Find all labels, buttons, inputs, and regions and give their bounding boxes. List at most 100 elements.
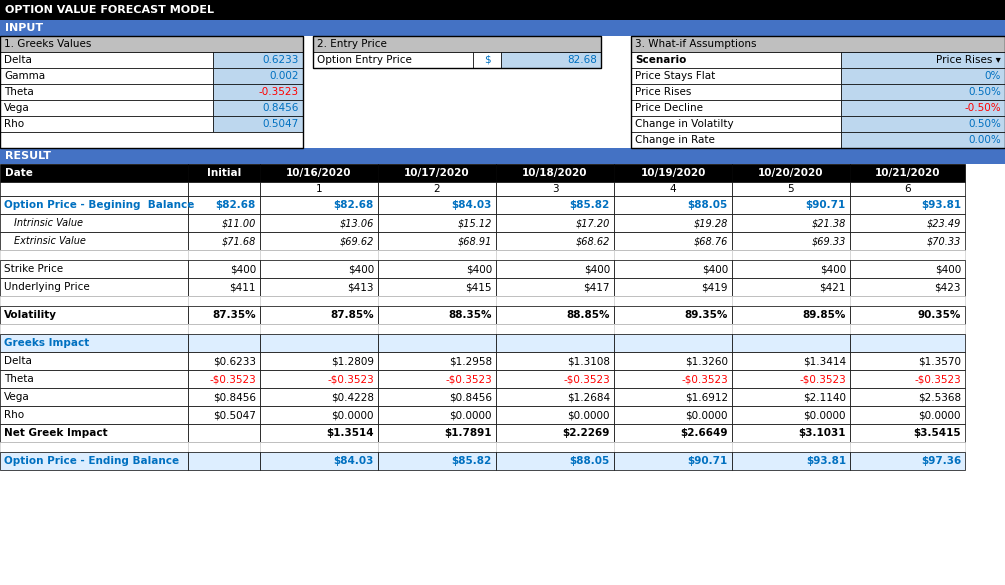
Text: $: $ — [483, 55, 490, 65]
Bar — [732, 278, 850, 296]
Bar — [378, 306, 496, 324]
Bar — [0, 164, 188, 182]
Text: Extrinsic Value: Extrinsic Value — [14, 236, 85, 246]
Text: $68.62: $68.62 — [576, 236, 610, 246]
Text: 90.35%: 90.35% — [918, 310, 961, 320]
Bar — [614, 164, 732, 182]
Text: Date: Date — [5, 168, 33, 178]
Bar — [614, 196, 732, 214]
Bar — [850, 452, 965, 470]
Bar — [378, 406, 496, 424]
Text: 88.35%: 88.35% — [448, 310, 492, 320]
Bar — [850, 334, 965, 352]
Text: $0.0000: $0.0000 — [332, 410, 374, 420]
Text: 10/19/2020: 10/19/2020 — [640, 168, 706, 178]
Text: 10/18/2020: 10/18/2020 — [523, 168, 588, 178]
Text: -$0.3523: -$0.3523 — [563, 374, 610, 384]
Bar — [850, 196, 965, 214]
Bar — [496, 164, 614, 182]
Text: 10/20/2020: 10/20/2020 — [758, 168, 824, 178]
Text: $0.8456: $0.8456 — [213, 392, 256, 402]
Bar — [378, 278, 496, 296]
Bar — [631, 52, 841, 68]
Bar — [260, 214, 378, 232]
Text: $23.49: $23.49 — [927, 218, 961, 228]
Text: 87.35%: 87.35% — [212, 310, 256, 320]
Text: 87.85%: 87.85% — [331, 310, 374, 320]
Bar — [378, 352, 496, 370]
Text: $419: $419 — [701, 282, 728, 292]
Bar — [850, 352, 965, 370]
Bar — [850, 442, 965, 452]
Text: $88.05: $88.05 — [570, 456, 610, 466]
Text: 0.5047: 0.5047 — [262, 119, 299, 129]
Bar — [260, 164, 378, 182]
Bar — [496, 388, 614, 406]
Text: $400: $400 — [584, 264, 610, 274]
Bar — [0, 36, 303, 52]
Bar — [732, 232, 850, 250]
Bar — [0, 68, 213, 84]
Bar — [378, 442, 496, 452]
Bar — [378, 196, 496, 214]
Bar — [378, 164, 496, 182]
Text: 2: 2 — [434, 184, 440, 194]
Text: 0.50%: 0.50% — [968, 119, 1001, 129]
Bar — [188, 306, 260, 324]
Text: $88.05: $88.05 — [687, 200, 728, 210]
Text: 10/16/2020: 10/16/2020 — [286, 168, 352, 178]
Bar — [841, 84, 1005, 100]
Bar — [496, 324, 614, 334]
Bar — [850, 296, 965, 306]
Text: Initial: Initial — [207, 168, 241, 178]
Text: $1.3514: $1.3514 — [327, 428, 374, 438]
Bar — [188, 452, 260, 470]
Text: $82.68: $82.68 — [216, 200, 256, 210]
Text: Greeks Impact: Greeks Impact — [4, 338, 89, 348]
Bar — [732, 214, 850, 232]
Text: $413: $413 — [348, 282, 374, 292]
Bar — [850, 232, 965, 250]
Bar — [260, 278, 378, 296]
Bar — [0, 250, 188, 260]
Bar — [496, 250, 614, 260]
Bar — [631, 36, 1005, 52]
Bar — [473, 52, 501, 68]
Bar — [850, 406, 965, 424]
Text: $69.62: $69.62 — [340, 236, 374, 246]
Text: -0.50%: -0.50% — [965, 103, 1001, 113]
Bar — [0, 84, 213, 100]
Bar — [614, 324, 732, 334]
Text: $400: $400 — [230, 264, 256, 274]
Bar — [496, 196, 614, 214]
Bar — [732, 424, 850, 442]
Bar — [260, 424, 378, 442]
Text: Option Price - Begining  Balance: Option Price - Begining Balance — [4, 200, 194, 210]
Bar — [213, 68, 303, 84]
Bar — [850, 278, 965, 296]
Text: $13.06: $13.06 — [340, 218, 374, 228]
Text: INPUT: INPUT — [5, 23, 43, 33]
Text: Vega: Vega — [4, 103, 30, 113]
Bar — [732, 164, 850, 182]
Text: $15.12: $15.12 — [457, 218, 492, 228]
Bar — [260, 306, 378, 324]
Text: 5: 5 — [788, 184, 794, 194]
Text: 1: 1 — [316, 184, 323, 194]
Bar — [614, 442, 732, 452]
Bar — [732, 370, 850, 388]
Text: -$0.3523: -$0.3523 — [209, 374, 256, 384]
Bar — [260, 324, 378, 334]
Text: Change in Volatilty: Change in Volatilty — [635, 119, 734, 129]
Bar — [378, 260, 496, 278]
Bar — [496, 424, 614, 442]
Text: Volatility: Volatility — [4, 310, 57, 320]
Text: $2.2269: $2.2269 — [563, 428, 610, 438]
Text: $0.0000: $0.0000 — [568, 410, 610, 420]
Bar — [0, 196, 188, 214]
Text: Option Price - Ending Balance: Option Price - Ending Balance — [4, 456, 179, 466]
Text: $1.2958: $1.2958 — [449, 356, 492, 366]
Text: $82.68: $82.68 — [334, 200, 374, 210]
Bar — [501, 52, 601, 68]
Bar — [841, 100, 1005, 116]
